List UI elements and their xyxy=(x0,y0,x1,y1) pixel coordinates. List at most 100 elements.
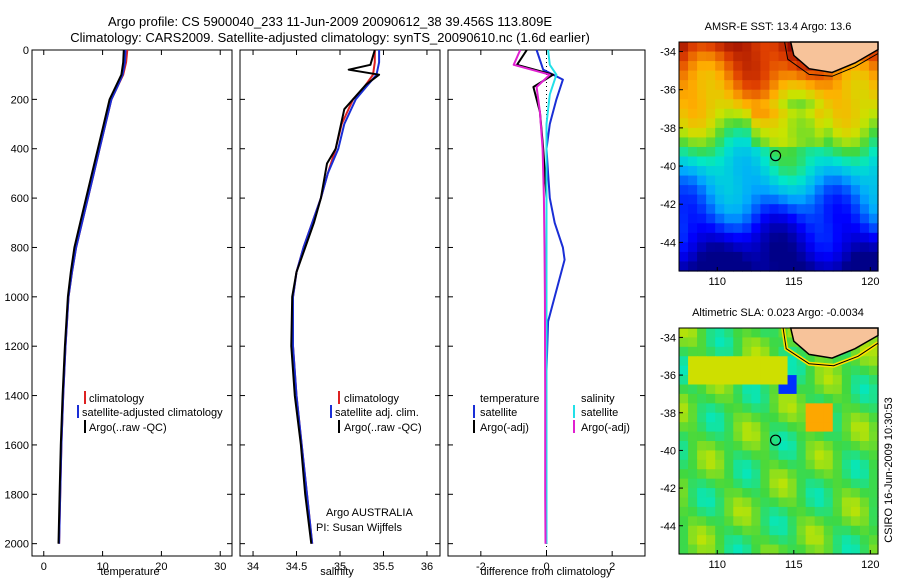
heat-cell xyxy=(697,506,707,517)
heat-cell xyxy=(760,166,771,177)
heat-cell xyxy=(724,403,734,414)
heat-cell xyxy=(679,232,689,243)
heat-cell xyxy=(814,469,825,480)
heat-cell xyxy=(706,194,716,205)
heat-cell xyxy=(778,431,789,442)
heat-cell xyxy=(706,422,716,433)
heat-cell xyxy=(688,61,698,72)
heat-cell xyxy=(850,525,861,536)
heat-cell xyxy=(688,356,698,367)
heat-cell xyxy=(706,242,716,253)
heat-cell xyxy=(706,251,716,263)
heat-cell xyxy=(688,375,698,386)
heat-cell xyxy=(733,70,743,81)
heat-cell xyxy=(715,469,725,480)
heat-cell xyxy=(787,175,798,186)
heat-cell xyxy=(706,185,716,196)
heat-cell xyxy=(688,337,698,348)
heat-cell xyxy=(760,194,771,205)
heat-cell xyxy=(841,506,852,517)
legend-title-salinity: salinity xyxy=(581,393,615,405)
heat-cell xyxy=(823,516,834,527)
heat-cell xyxy=(868,156,879,167)
y-tick-label: -44 xyxy=(660,237,676,249)
heat-cell xyxy=(859,375,870,386)
heat-cell xyxy=(679,375,689,386)
heat-cell xyxy=(841,412,852,423)
heat-cell xyxy=(679,525,689,536)
heat-cell xyxy=(733,488,743,499)
heat-cell xyxy=(868,488,879,499)
heat-cell xyxy=(832,80,843,91)
heat-cell xyxy=(841,544,852,555)
heat-cell xyxy=(832,497,843,508)
heat-cell xyxy=(733,393,743,404)
heat-cell xyxy=(760,242,771,253)
heat-cell xyxy=(841,469,852,480)
heat-cell xyxy=(850,422,861,433)
heat-cell xyxy=(760,422,771,433)
heat-cell xyxy=(796,185,807,196)
heat-cell xyxy=(742,412,752,423)
heat-cell xyxy=(805,356,816,367)
heat-cell xyxy=(751,194,762,205)
heat-cell xyxy=(796,194,807,205)
legend-label-climatology: climatology xyxy=(89,393,145,405)
heat-cell xyxy=(679,488,689,499)
heat-cell xyxy=(724,89,734,100)
heat-cell xyxy=(814,356,825,367)
heat-cell xyxy=(814,384,825,395)
heat-cell xyxy=(859,213,870,224)
heat-cell xyxy=(697,108,707,119)
heat-cell xyxy=(706,261,716,272)
heat-cell xyxy=(796,61,807,72)
heat-cell xyxy=(760,412,771,423)
heat-cell xyxy=(733,469,743,480)
heat-cell xyxy=(679,469,689,480)
heat-cell xyxy=(796,431,807,442)
heat-cell xyxy=(679,146,689,158)
heat-cell xyxy=(823,441,834,452)
heat-cell xyxy=(814,118,825,129)
float-position-marker xyxy=(769,150,782,162)
heat-cell xyxy=(679,51,689,62)
heat-cell xyxy=(688,99,698,110)
heat-cell xyxy=(760,337,771,348)
heat-cell xyxy=(679,544,689,555)
heat-cell xyxy=(832,516,843,527)
heat-cell xyxy=(733,185,743,196)
heat-cell xyxy=(688,450,698,461)
heat-cell xyxy=(742,213,752,224)
heat-cell xyxy=(787,61,798,72)
heat-cell xyxy=(751,42,762,53)
heat-cell xyxy=(769,403,780,414)
heat-cell xyxy=(823,156,834,167)
series-line-salinity_argo xyxy=(512,49,551,544)
heat-cell xyxy=(679,185,689,196)
heat-cell xyxy=(724,375,734,386)
heat-cell xyxy=(841,535,852,546)
heat-cell xyxy=(841,108,852,119)
heat-cell xyxy=(814,156,825,167)
heat-cell xyxy=(805,251,816,263)
heat-cell xyxy=(823,478,834,489)
heat-cell xyxy=(688,516,698,527)
heat-cell xyxy=(778,70,789,81)
heat-cell xyxy=(706,70,716,81)
heat-cell xyxy=(796,223,807,234)
heat-cell xyxy=(733,118,743,129)
heat-cell xyxy=(751,137,762,148)
heat-cell xyxy=(859,108,870,119)
y-tick-label: -38 xyxy=(660,408,676,420)
heat-cell xyxy=(733,422,743,433)
heat-cell xyxy=(679,42,689,53)
heat-cell xyxy=(679,356,689,367)
heat-cell xyxy=(868,412,879,423)
heat-cell xyxy=(688,431,698,442)
heat-cell xyxy=(778,469,789,480)
heat-cell xyxy=(832,441,843,452)
heat-cell xyxy=(814,403,825,414)
heat-cell xyxy=(688,535,698,546)
heat-cell xyxy=(868,441,879,452)
heat-cell xyxy=(778,450,789,461)
